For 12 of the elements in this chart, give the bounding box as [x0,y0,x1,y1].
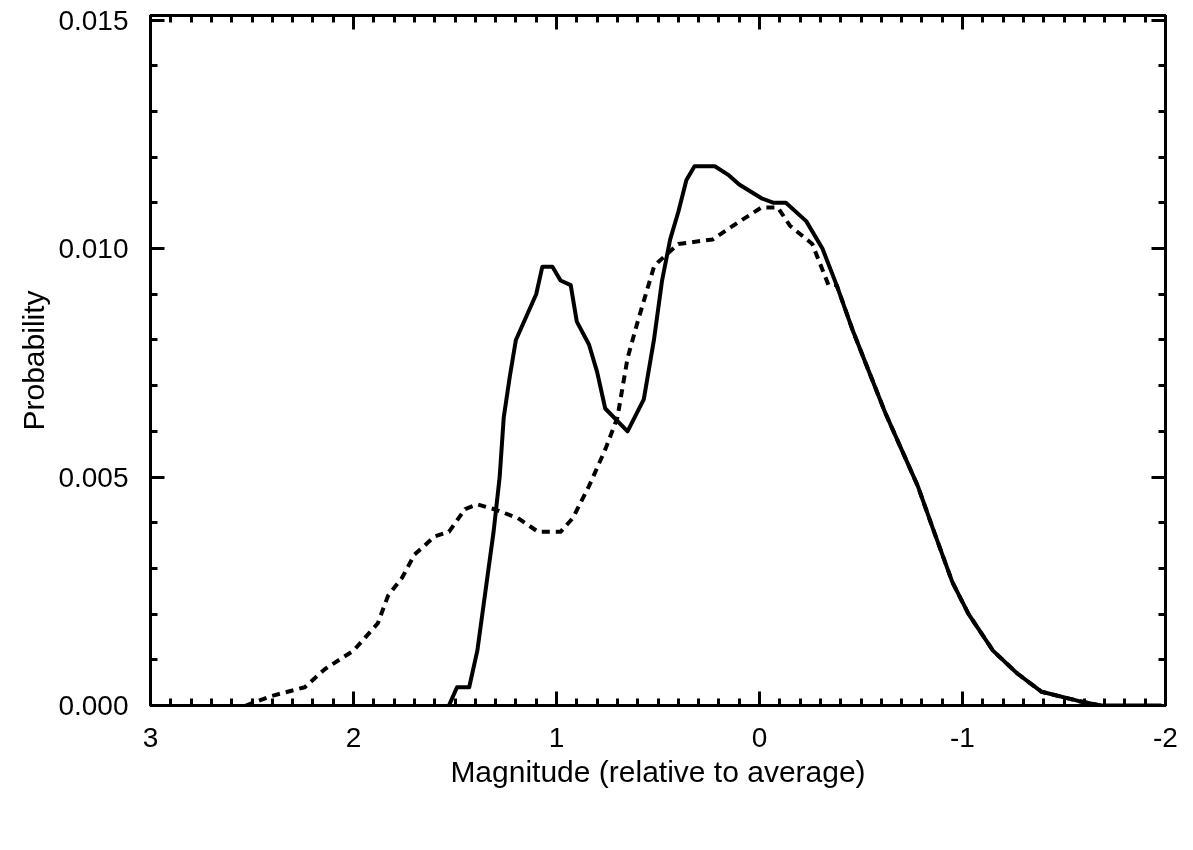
x-tick-label: 2 [345,721,362,753]
x-tick-label: 3 [142,721,159,753]
y-tick-label: 0.000 [58,690,129,721]
x-tick-label: -2 [1153,721,1178,753]
y-axis-title: Probability [17,290,51,431]
x-tick-label: 0 [751,721,768,753]
x-tick-label: 1 [548,721,565,753]
y-tick-label: 0.015 [58,4,129,36]
x-axis-title: Magnitude (relative to average) [450,754,866,788]
y-tick-label: 0.005 [58,461,129,493]
x-tick-label: -1 [950,721,975,753]
y-tick-label: 0.010 [58,233,129,265]
